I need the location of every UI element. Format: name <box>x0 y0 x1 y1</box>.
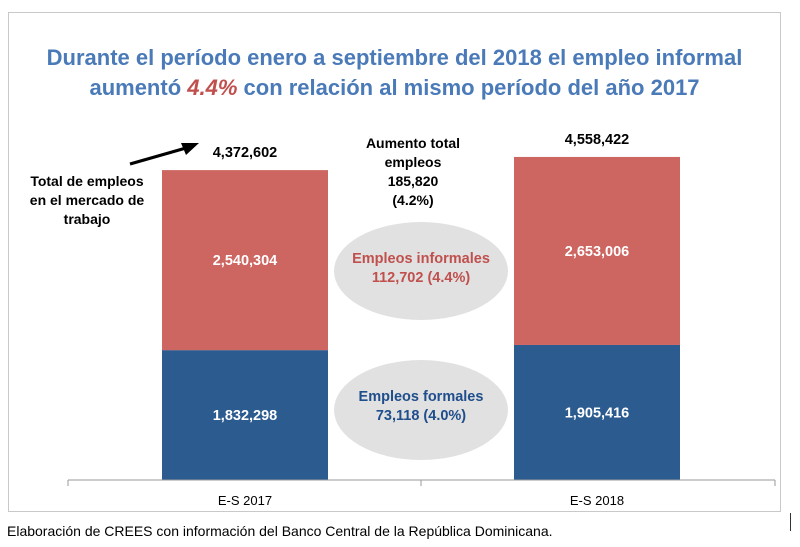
formal-change-annotation: Empleos formales 73,118 (4.0%) <box>334 388 508 426</box>
title-line2-pre: aumentó <box>89 75 188 100</box>
total-label-line: Total de empleos <box>30 173 144 189</box>
annotation-arrow-line <box>129 146 187 166</box>
total-label-line: en el mercado de <box>29 192 145 208</box>
annotation-arrow-head <box>181 143 199 155</box>
data-label-informal: 2,653,006 <box>565 244 630 260</box>
source-note: Elaboración de CREES con información del… <box>7 523 553 539</box>
data-label-informal: 2,540,304 <box>213 253 278 269</box>
informal-change-annotation: Empleos informales 112,702 (4.4%) <box>334 250 508 288</box>
total-employment-annotation: Total de empleos en el mercado de trabaj… <box>12 172 162 229</box>
increase-line: (4.2%) <box>392 192 434 208</box>
total-increase-annotation: Aumento total empleos 185,820 (4.2%) <box>338 134 488 210</box>
bar-informal <box>514 156 680 345</box>
x-tick-label: E-S 2018 <box>570 493 624 508</box>
informal-change-line: 112,702 (4.4%) <box>371 270 471 286</box>
page-edge-mark <box>790 513 791 531</box>
chart-title-line2: aumentó 4.4% con relación al mismo perío… <box>8 74 781 102</box>
increase-line: Aumento total <box>365 135 461 151</box>
formal-change-line: 73,118 (4.0%) <box>375 408 467 424</box>
informal-change-line: Empleos informales <box>352 251 490 267</box>
total-label: 4,372,602 <box>213 145 278 161</box>
informal-change-ellipse <box>334 222 508 320</box>
title-highlight: 4.4% <box>187 75 238 100</box>
title-line2-post: con relación al mismo período del año 20… <box>237 75 700 100</box>
chart-title-line1: Durante el período enero a septiembre de… <box>46 45 743 70</box>
data-label-formal: 1,832,298 <box>213 408 278 424</box>
total-label: 4,558,422 <box>565 132 630 148</box>
chart-frame <box>8 12 781 512</box>
data-label-formal: 1,905,416 <box>565 405 630 421</box>
increase-line: 185,820 <box>387 173 439 189</box>
bar-informal <box>162 170 328 351</box>
formal-change-ellipse <box>334 360 508 460</box>
x-tick-label: E-S 2017 <box>218 493 272 508</box>
bar-formal <box>162 350 328 480</box>
increase-line: empleos <box>384 154 442 170</box>
total-label-line: trabajo <box>63 211 111 227</box>
bar-formal <box>514 344 680 480</box>
formal-change-line: Empleos formales <box>358 389 484 405</box>
